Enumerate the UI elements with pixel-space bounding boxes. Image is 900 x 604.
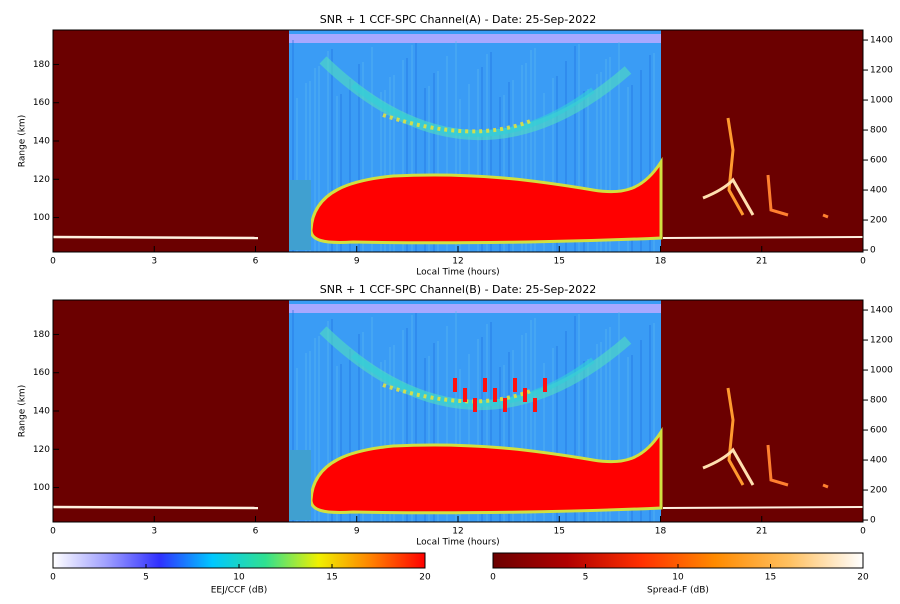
y2-tick-label: 800 (870, 126, 887, 136)
x-tick-label: 15 (554, 257, 565, 267)
y-tick-label: 180 (33, 330, 50, 340)
y2-tick-label: 1000 (870, 366, 893, 376)
y2-tick-label: 600 (870, 156, 887, 166)
y2-tick-label: 1400 (870, 306, 893, 316)
x-tick-label: 0 (50, 257, 56, 267)
y2-tick-label: 0 (870, 246, 876, 256)
hot-spot (473, 398, 477, 412)
y-tick-label: 160 (33, 98, 50, 108)
y2-tick-label: 0 (870, 516, 876, 526)
y-tick-label: 140 (33, 407, 50, 417)
y2-tick-label: 1000 (870, 96, 893, 106)
hot-spot (513, 378, 517, 392)
y-tick-label: 140 (33, 137, 50, 147)
x-tick-label: 9 (354, 527, 360, 537)
hot-spot (503, 398, 507, 412)
hot-spot (533, 398, 537, 412)
colorbar-tick-label: 20 (419, 573, 431, 583)
y-tick-label: 100 (33, 483, 50, 493)
y-axis-label: Range (km) (18, 385, 28, 437)
x-tick-label: 21 (756, 257, 767, 267)
x-tick-label: 15 (554, 527, 565, 537)
colorbar-tick-label: 20 (857, 573, 869, 583)
noise-line (53, 505, 259, 510)
heatmap-image (53, 30, 863, 252)
noise-line (662, 506, 863, 509)
x-tick-label: 18 (655, 257, 667, 267)
y-tick-label: 120 (33, 175, 50, 185)
heatmap-image (53, 300, 863, 522)
colorbar-tick-label: 5 (143, 573, 149, 583)
x-tick-label: 18 (655, 527, 667, 537)
x-tick-label: 0 (860, 257, 866, 267)
x-tick-label: 0 (860, 527, 866, 537)
x-tick-label: 12 (452, 527, 463, 537)
colorbar-tick-label: 0 (50, 573, 56, 583)
x-tick-label: 12 (452, 257, 463, 267)
colorbar-tick-label: 15 (765, 573, 776, 583)
x-tick-label: 3 (151, 257, 157, 267)
y2-tick-label: 1200 (870, 66, 893, 76)
x-axis-label: Local Time (hours) (416, 268, 499, 278)
y2-tick-label: 200 (870, 216, 887, 226)
noise-line (53, 235, 259, 240)
colorbar-tick-label: 10 (672, 573, 684, 583)
x-tick-label: 6 (253, 527, 259, 537)
y2-tick-label: 800 (870, 396, 887, 406)
colorbar-label: Spread-F (dB) (647, 586, 709, 596)
colorbar-tick-label: 5 (583, 573, 589, 583)
spread-f-plume (726, 117, 745, 216)
y2-tick-label: 1200 (870, 336, 893, 346)
panel-title: SNR + 1 CCF-SPC Channel(A) - Date: 25-Se… (320, 13, 596, 26)
x-axis-label: Local Time (hours) (416, 538, 499, 548)
hot-spot (453, 378, 457, 392)
y2-tick-label: 600 (870, 426, 887, 436)
eej-echo (309, 426, 663, 515)
x-tick-label: 21 (756, 527, 767, 537)
top-band (289, 304, 661, 313)
spread-f-plume (702, 447, 755, 486)
noise-line (662, 236, 863, 239)
x-tick-label: 6 (253, 257, 259, 267)
x-tick-label: 3 (151, 527, 157, 537)
y-tick-label: 120 (33, 445, 50, 455)
y2-tick-label: 200 (870, 486, 887, 496)
eej-echo (309, 156, 663, 245)
y-axis-label: Range (km) (18, 115, 28, 167)
hot-spot (483, 378, 487, 392)
x-tick-label: 0 (50, 527, 56, 537)
spread-f-plume (766, 174, 789, 217)
x-tick-label: 9 (354, 257, 360, 267)
y2-tick-label: 400 (870, 186, 887, 196)
eej-lower (289, 180, 311, 250)
spread-f-plume (822, 483, 829, 489)
colorbar-tick-label: 0 (490, 573, 496, 583)
y-tick-label: 180 (33, 60, 50, 70)
echo-arc (351, 82, 595, 137)
spread-f-plume (822, 213, 829, 219)
y-tick-label: 160 (33, 368, 50, 378)
spread-f-plume (766, 444, 789, 487)
colorbar-label: EEJ/CCF (dB) (211, 586, 268, 596)
y-tick-label: 100 (33, 213, 50, 223)
hot-spot (463, 388, 467, 402)
spread-f-plume (702, 177, 755, 216)
colorbar-tick-label: 10 (233, 573, 245, 583)
spread-f-plume (726, 387, 745, 486)
hot-spot (523, 388, 527, 402)
panel-title: SNR + 1 CCF-SPC Channel(B) - Date: 25-Se… (320, 283, 596, 296)
y2-tick-label: 400 (870, 456, 887, 466)
hot-spot (543, 378, 547, 392)
hot-spot (493, 388, 497, 402)
top-band (289, 34, 661, 43)
y2-tick-label: 1400 (870, 36, 893, 46)
colorbar-tick-label: 15 (326, 573, 337, 583)
eej-lower (289, 450, 311, 520)
echo-arc-core (382, 113, 534, 134)
